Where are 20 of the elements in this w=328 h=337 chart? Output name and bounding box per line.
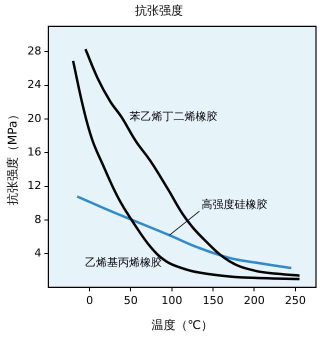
annotation: 高强度硅橡胶: [201, 198, 268, 212]
y-axis-title: 抗张强度（MPa）: [5, 108, 20, 206]
x-axis-title: 温度（℃）: [151, 318, 213, 332]
y-tick-label: 20: [27, 112, 42, 125]
series-label: 苯乙烯丁二烯橡胶: [130, 110, 218, 124]
chart-title: 抗张强度: [135, 3, 183, 18]
line-series: [76, 195, 293, 270]
x-tick-label: 50: [124, 294, 138, 307]
x-tick-label: 200: [244, 294, 265, 307]
series-label: 乙烯基丙烯橡胶: [85, 256, 162, 270]
x-tick-label: 250: [284, 294, 306, 307]
x-tick-label: 0: [86, 294, 94, 307]
y-tick-label: 24: [27, 78, 42, 92]
y-tick-label: 12: [27, 179, 42, 192]
x-tick-label: 150: [202, 294, 224, 307]
x-tick-label: 100: [161, 294, 182, 307]
y-tick-label: 28: [27, 44, 42, 58]
y-tick-label: 4: [34, 246, 42, 260]
y-tick-label: 16: [27, 146, 42, 159]
y-tick-label: 8: [34, 212, 42, 226]
